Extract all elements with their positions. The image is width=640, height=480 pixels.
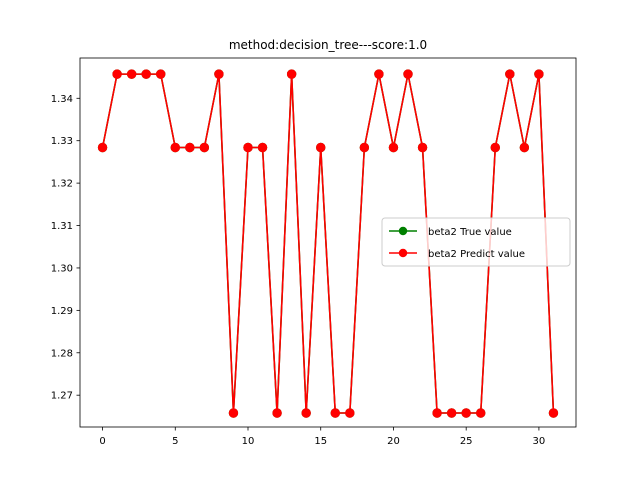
chart-title: method:decision_tree---score:1.0 <box>229 38 427 52</box>
data-point-series-1 <box>185 142 195 153</box>
y-tick-label: 1.34 <box>51 94 73 105</box>
y-tick-label: 1.30 <box>51 263 73 274</box>
legend-marker-1 <box>398 248 408 258</box>
y-tick-label: 1.31 <box>51 221 73 232</box>
data-point-series-1 <box>461 408 471 418</box>
data-point-series-1 <box>446 408 457 418</box>
data-point-series-1 <box>417 142 428 153</box>
y-tick-label: 1.27 <box>51 391 73 402</box>
y-tick-label: 1.28 <box>51 348 73 359</box>
x-tick-label: 30 <box>533 436 546 447</box>
y-tick-label: 1.33 <box>51 136 73 147</box>
x-tick-label: 25 <box>460 436 473 447</box>
data-point-series-1 <box>243 142 253 153</box>
data-point-series-1 <box>345 408 355 418</box>
x-tick-label: 10 <box>242 436 255 447</box>
data-point-series-1 <box>301 408 311 418</box>
data-point-series-1 <box>214 69 224 79</box>
y-axis: 1.27 1.28 1.29 1.30 1.31 1.32 1.33 1.34 <box>51 94 80 402</box>
data-point-series-1 <box>374 69 384 79</box>
data-point-series-1 <box>156 69 166 79</box>
data-point-series-1 <box>257 142 268 153</box>
data-point-series-1 <box>432 408 442 418</box>
y-tick-label: 1.29 <box>51 306 73 317</box>
data-point-series-1 <box>330 408 340 418</box>
data-point-series-1 <box>112 69 122 79</box>
data-point-series-1 <box>388 142 399 153</box>
x-tick-label: 15 <box>314 436 327 447</box>
data-point-series-1 <box>505 69 515 79</box>
x-tick-label: 20 <box>387 436 400 447</box>
data-point-series-1 <box>548 408 559 418</box>
data-point-series-1 <box>316 142 326 153</box>
x-axis: 0 5 10 15 20 25 30 <box>99 427 545 447</box>
legend-box <box>381 217 571 267</box>
data-point-series-1 <box>286 69 297 79</box>
data-point-series-1 <box>170 142 180 153</box>
y-tick-label: 1.32 <box>51 179 73 190</box>
data-point-series-1 <box>97 142 108 153</box>
axes-frame <box>79 57 577 428</box>
data-point-series-1 <box>403 69 413 79</box>
data-point-series-1 <box>476 408 486 418</box>
x-tick-label: 5 <box>172 436 178 447</box>
plot-area <box>97 69 559 418</box>
data-point-series-1 <box>359 142 370 153</box>
data-point-series-1 <box>272 408 282 418</box>
data-point-series-1 <box>228 408 239 418</box>
x-tick-label: 0 <box>99 436 105 447</box>
data-point-series-1 <box>519 142 530 153</box>
data-point-series-1 <box>199 142 210 153</box>
data-point-series-1 <box>141 69 151 79</box>
legend-marker-0 <box>398 226 408 236</box>
data-point-series-1 <box>534 69 544 79</box>
legend-label-1: beta2 Predict value <box>428 249 525 260</box>
legend-label-0: beta2 True value <box>428 227 512 238</box>
data-point-series-1 <box>126 69 137 79</box>
legend: beta2 True value beta2 Predict value <box>381 217 571 267</box>
data-point-series-1 <box>490 142 500 153</box>
